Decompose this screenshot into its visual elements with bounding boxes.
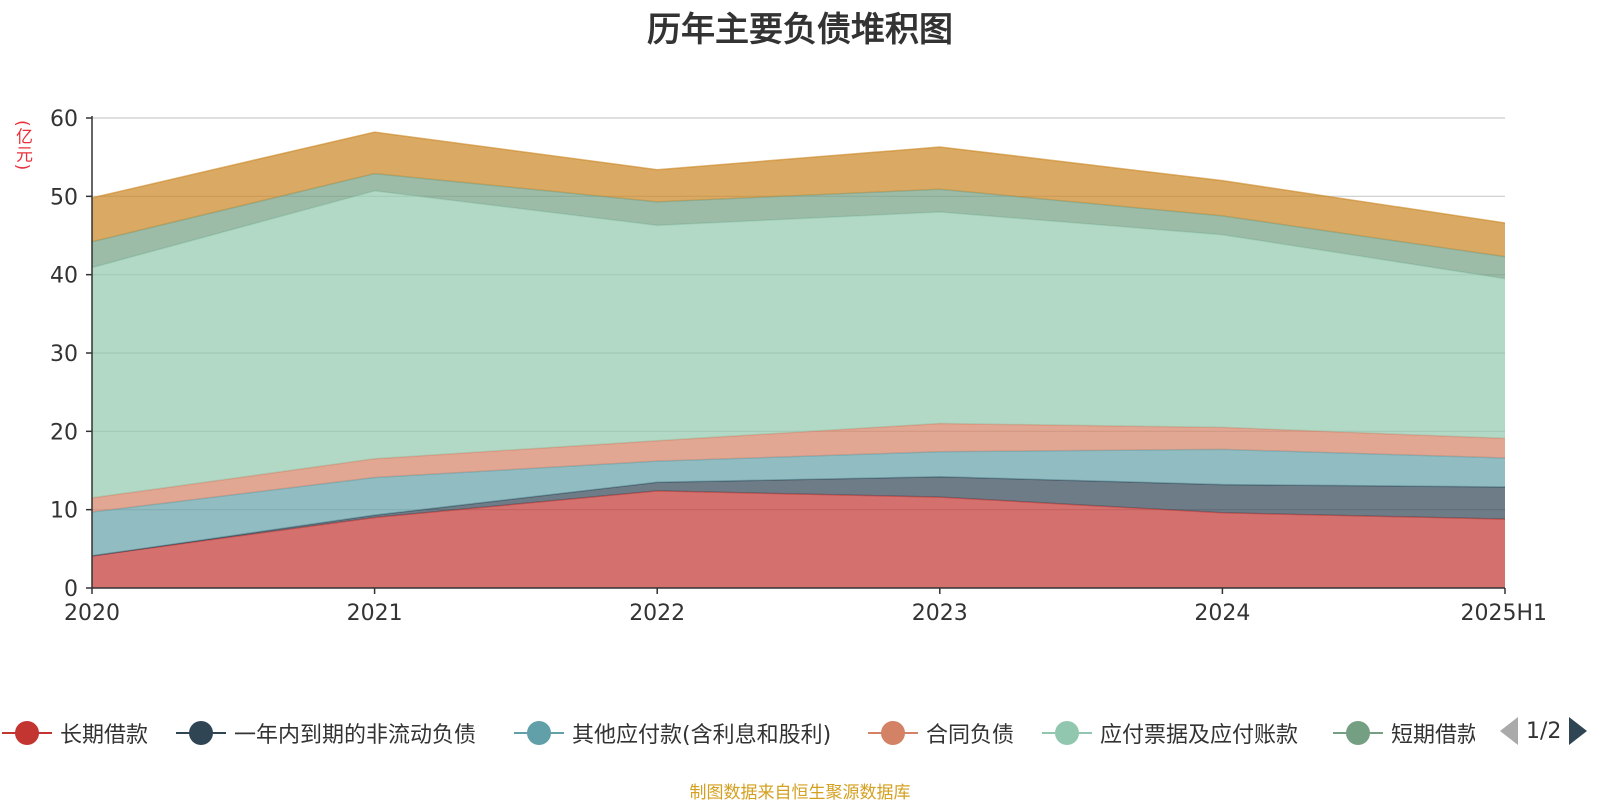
area-series [91,131,1506,588]
y-tick-label: 0 [64,577,78,602]
x-tick-label: 2025H1 [1460,601,1547,626]
y-tick-label: 20 [50,420,78,445]
legend-page-indicator: 1/2 [1526,718,1562,744]
area-series-4 [92,423,1505,513]
legend-marker-icon [514,718,564,748]
legend-item[interactable]: 短期借款 [1333,715,1475,751]
legend-marker-icon [1042,718,1092,748]
legend-item[interactable]: 合同负债 [868,715,1014,751]
legend-pager: 1/2 [1500,717,1588,745]
series-line-7 [91,131,1506,224]
legend-items: 长期借款 一年内到期的非流动负债 其他应付款(含利息和股利) 合同负债 应付票据及应付账… [0,715,1475,755]
chart-title: 历年主要负债堆积图 [647,10,953,50]
legend-marker-icon [176,718,226,748]
y-tick-label: 30 [50,342,78,367]
triangle-left-icon[interactable] [1500,717,1518,745]
y-tick-label: 40 [50,264,78,289]
legend-item[interactable]: 应付票据及应付账款 [1042,715,1298,751]
x-tick-label: 2020 [64,601,120,626]
legend-marker-icon [1333,718,1383,748]
legend-label: 其他应付款(含利息和股利) [572,723,832,748]
x-tick-label: 2022 [629,601,685,626]
data-source-note: 制图数据来自恒生聚源数据库 [689,783,911,803]
x-tick-label: 2023 [912,601,968,626]
area-series-1 [92,490,1505,588]
y-tick-label: 60 [50,107,78,132]
area-series-2 [92,476,1505,556]
legend-item[interactable]: 其他应付款(含利息和股利) [514,715,831,751]
legend-label: 短期借款 [1391,723,1475,748]
x-tick-label: 2021 [347,601,403,626]
y-tick-label: 50 [50,185,78,210]
legend-marker-icon [2,718,52,748]
legend-label: 合同负债 [926,723,1015,748]
triangle-right-icon[interactable] [1569,717,1588,745]
legend-marker-icon [868,718,918,748]
legend-label: 长期借款 [60,723,149,748]
area-series-5 [92,190,1505,498]
area-series-3 [92,449,1505,556]
legend-item[interactable]: 一年内到期的非流动负债 [176,715,476,751]
legend-item[interactable]: 长期借款 [2,715,148,751]
legend-label: 应付票据及应付账款 [1100,723,1299,748]
area-series-6 [92,173,1505,279]
series-line-5 [91,190,1506,280]
legend-label: 一年内到期的非流动负债 [234,723,477,748]
area-series-7 [92,132,1505,257]
y-axis-unit: (亿元) [12,120,32,172]
axes: 0 10 20 30 40 50 60 2020 2021 2022 2023 2024 2025H1 [50,107,1547,626]
x-tick-label: 2024 [1194,601,1250,626]
y-tick-label: 10 [50,499,78,524]
legend: 长期借款 一年内到期的非流动负债 其他应付款(含利息和股利) 合同负债 应付票据及应付账… [0,715,1600,755]
